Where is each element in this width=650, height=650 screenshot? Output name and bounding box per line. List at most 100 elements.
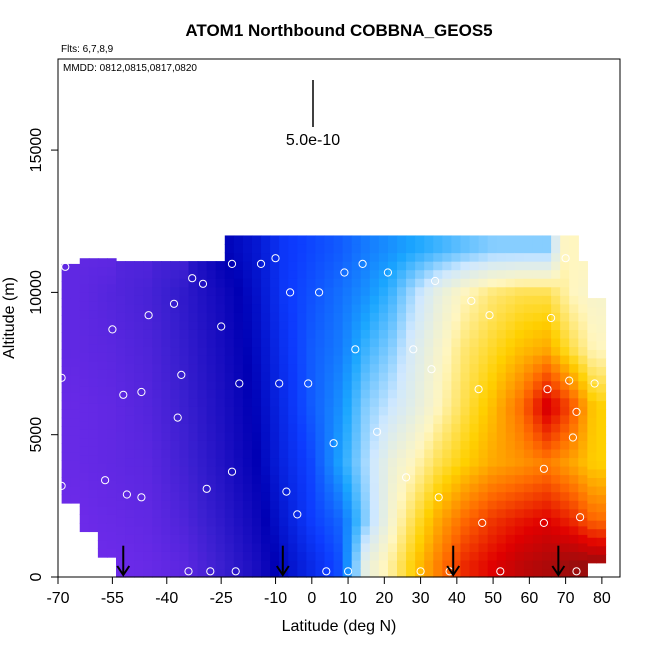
field-cell — [315, 466, 326, 476]
field-cell — [505, 389, 516, 399]
field-cell — [387, 423, 398, 433]
field-cell — [442, 525, 452, 535]
field-cell — [523, 414, 534, 424]
field-cell — [161, 372, 171, 382]
field-cell — [505, 457, 516, 467]
field-cell — [125, 483, 135, 493]
field-cell — [215, 320, 226, 330]
sample-point — [547, 313, 556, 323]
field-cell — [179, 508, 190, 518]
field-cell — [288, 500, 298, 510]
field-cell — [551, 286, 561, 296]
field-cell — [279, 355, 289, 365]
field-cell — [79, 394, 90, 404]
field-cell — [496, 508, 507, 518]
field-cell — [532, 423, 543, 433]
field-cell — [469, 423, 480, 433]
field-cell — [397, 414, 407, 424]
field-cell — [106, 454, 117, 464]
field-cell — [261, 448, 271, 459]
field-cell — [152, 295, 162, 305]
sample-point — [122, 490, 132, 499]
sample-point — [188, 274, 197, 283]
field-cell — [469, 303, 480, 313]
field-cell — [215, 355, 226, 365]
field-cell — [197, 286, 208, 296]
field-cell — [224, 372, 235, 382]
field-cell — [251, 508, 262, 518]
field-cell — [578, 261, 588, 271]
sample-point — [416, 567, 425, 576]
field-cell — [587, 511, 598, 521]
field-cell — [134, 261, 144, 271]
field-cell — [116, 448, 126, 459]
field-cell — [433, 380, 443, 390]
field-cell — [360, 534, 371, 544]
field-cell — [261, 346, 271, 356]
field-cell — [251, 329, 262, 339]
field-cell — [578, 474, 588, 484]
field-cell — [487, 278, 498, 288]
field-cell — [270, 542, 280, 552]
field-cell — [297, 406, 307, 416]
field-cell — [297, 389, 307, 399]
field-cell — [125, 286, 135, 296]
field-cell — [143, 568, 153, 578]
field-cell — [224, 363, 235, 373]
field-cell — [197, 431, 208, 441]
field-cell — [315, 423, 326, 433]
field-cell — [415, 440, 425, 450]
field-cell — [569, 346, 579, 356]
field-cell — [433, 474, 443, 484]
field-cell — [387, 261, 398, 271]
field-cell — [197, 568, 208, 578]
field-cell — [315, 337, 326, 348]
field-cell — [88, 360, 99, 370]
field-cell — [596, 443, 607, 453]
field-cell — [587, 554, 598, 564]
field-cell — [188, 525, 199, 535]
field-cell — [224, 474, 235, 484]
field-cell — [451, 551, 462, 561]
field-cell — [224, 269, 235, 279]
field-cell — [251, 278, 262, 288]
field-cell — [116, 363, 126, 373]
field-cell — [424, 286, 434, 296]
field-cell — [523, 261, 534, 271]
field-cell — [406, 329, 416, 339]
field-cell — [578, 372, 588, 382]
sample-point — [565, 376, 574, 385]
field-cell — [551, 397, 561, 407]
field-cell — [342, 466, 353, 476]
field-cell — [424, 244, 434, 254]
field-cell — [233, 355, 244, 365]
field-cell — [496, 320, 507, 330]
field-cell — [125, 303, 135, 313]
field-cell — [514, 312, 525, 322]
field-cell — [61, 468, 72, 478]
field-cell — [378, 534, 389, 544]
field-cell — [369, 244, 380, 254]
field-cell — [143, 363, 153, 373]
field-cell — [415, 534, 425, 544]
field-cell — [306, 286, 317, 296]
field-cell — [79, 471, 90, 481]
field-cell — [542, 457, 552, 467]
field-cell — [206, 346, 217, 356]
field-cell — [233, 312, 244, 322]
field-cell — [197, 508, 208, 518]
field-cell — [79, 497, 90, 507]
field-cell — [233, 474, 244, 484]
field-cell — [88, 394, 99, 404]
field-cell — [61, 477, 72, 487]
field-cell — [197, 406, 208, 416]
field-cell — [79, 463, 90, 473]
field-cell — [288, 269, 298, 279]
field-cell — [315, 355, 326, 365]
field-cell — [415, 312, 425, 322]
field-cell — [152, 517, 162, 527]
field-cell — [333, 466, 344, 476]
field-cell — [251, 312, 262, 322]
field-cell — [342, 423, 353, 433]
field-cell — [324, 303, 335, 313]
